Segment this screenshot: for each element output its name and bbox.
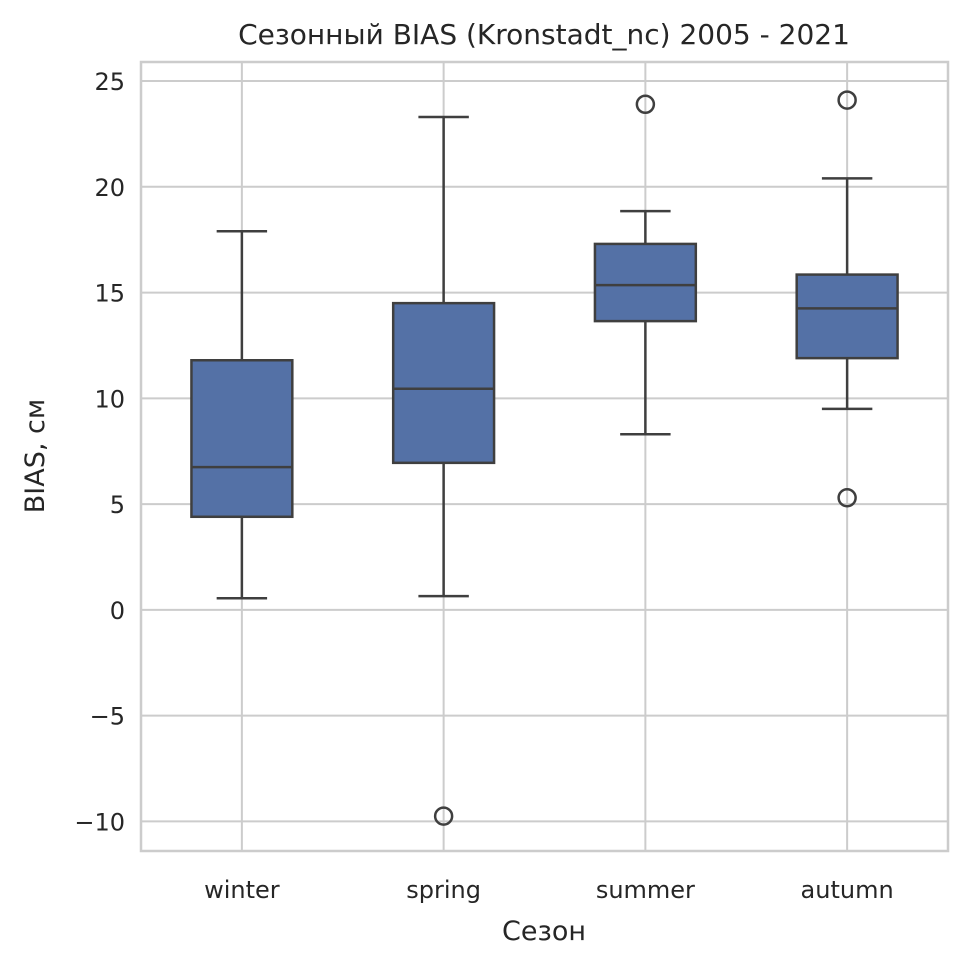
outlier-point [837,90,857,110]
iqr-box [593,242,698,323]
y-ticks: −10 −5 0 5 10 15 20 25 [74,68,125,836]
outlier-point [837,487,857,508]
x-ticks: winter spring summer autumn [204,876,894,904]
outlier-point [433,806,454,826]
boxes [190,90,899,826]
x-tick-label: summer [596,876,695,904]
plot-frame [139,60,950,853]
y-tick-label: 15 [94,280,125,308]
y-tick-label: −10 [74,808,125,836]
y-tick-label: 25 [94,68,125,96]
x-axis-label: Сезон [502,916,586,947]
iqr-box [391,301,496,465]
x-tick-label: spring [406,876,481,904]
chart-title: Сезонный BIAS (Kronstadt_nc) 2005 - 2021 [238,18,850,51]
y-tick-label: 10 [94,385,125,413]
y-tick-label: 0 [110,597,125,625]
x-tick-label: autumn [801,876,894,904]
box-autumn [795,90,899,508]
box-winter [190,229,294,600]
x-tick-label: winter [204,876,280,904]
y-tick-label: −5 [90,703,125,731]
outlier-point [635,94,656,115]
iqr-box [190,359,294,519]
y-tick-label: 20 [94,174,125,202]
box-spring [391,115,496,826]
iqr-box [795,273,899,360]
y-tick-label: 5 [110,491,125,519]
box-summer [593,94,698,436]
y-axis-label: BIAS, см [20,399,51,513]
